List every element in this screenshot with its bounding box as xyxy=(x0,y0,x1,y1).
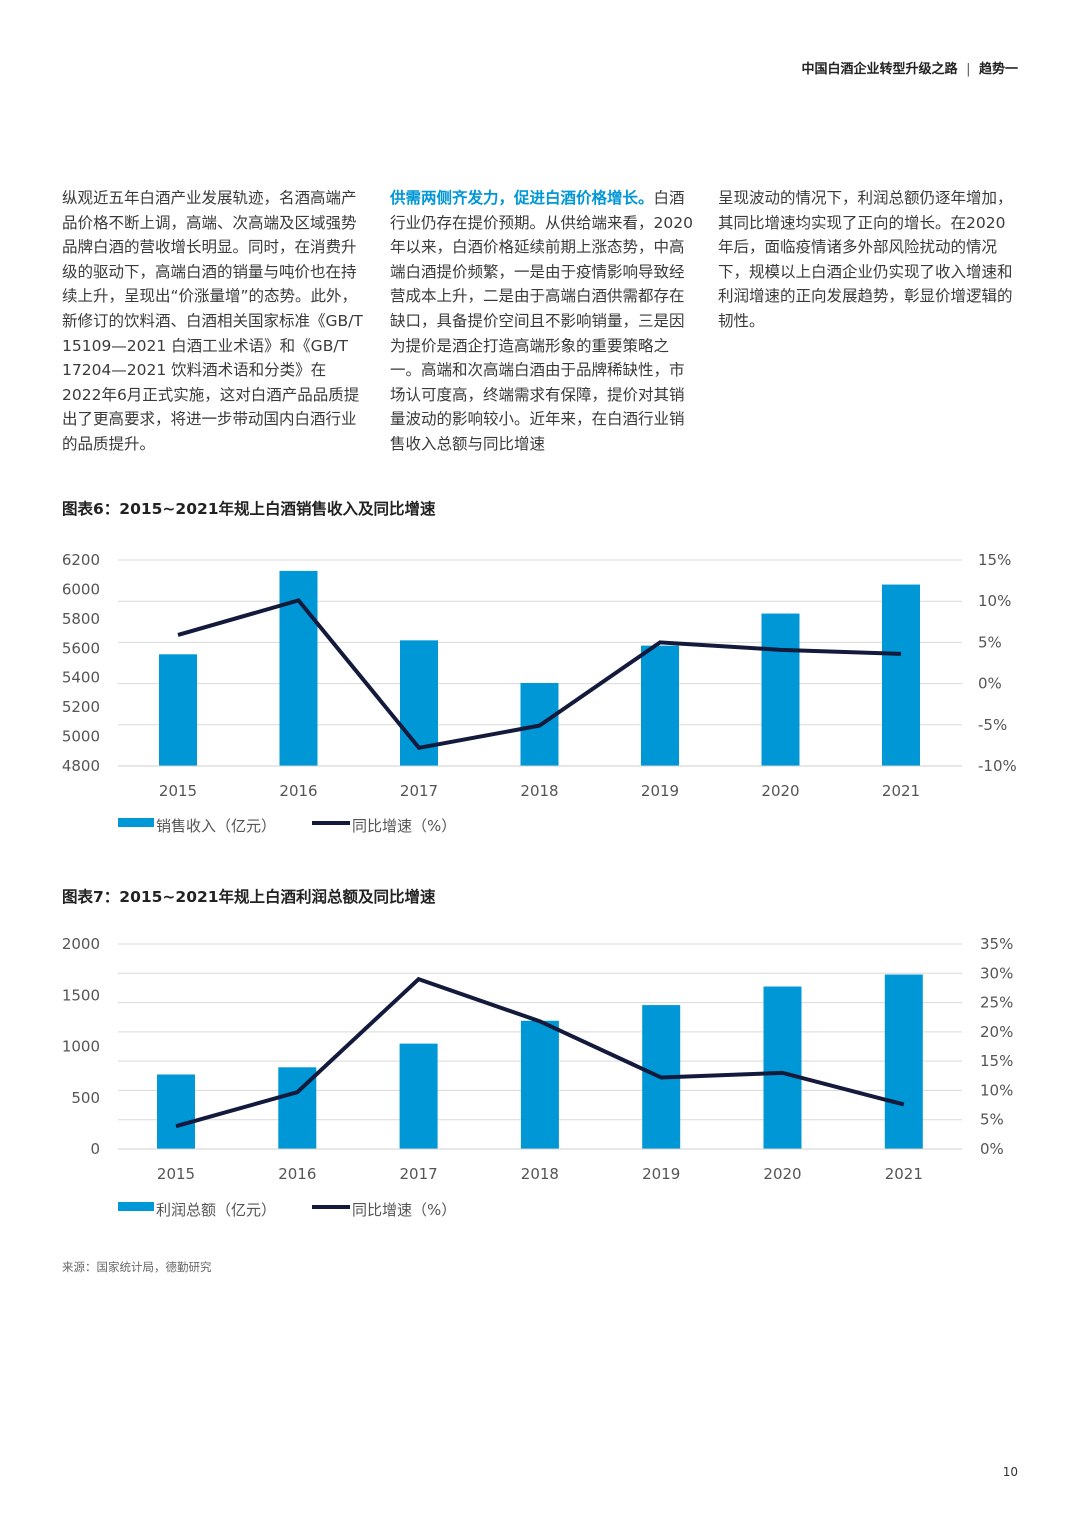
right-axis-tick-label: 30% xyxy=(980,964,1013,982)
source-note: 来源：国家统计局，德勤研究 xyxy=(62,1260,212,1274)
right-axis-tick-label: 20% xyxy=(980,1023,1013,1041)
left-axis-tick-label: 5400 xyxy=(62,669,100,687)
category-label-2021: 2021 xyxy=(882,782,920,800)
right-axis-tick-label: 10% xyxy=(980,1081,1013,1099)
bar-2020 xyxy=(763,986,802,1149)
page-number: 10 xyxy=(1002,1465,1018,1479)
bar-2020 xyxy=(761,613,800,766)
category-label-2019: 2019 xyxy=(641,782,679,800)
right-axis-tick-label: 15% xyxy=(978,551,1011,569)
body-column-3: 呈现波动的情况下，利润总额仍逐年增加，其同比增速均实现了正向的增长。在2020年… xyxy=(718,189,1013,330)
bar-2017 xyxy=(399,1043,438,1149)
right-axis-tick-label: 10% xyxy=(978,592,1011,610)
bar-2019 xyxy=(641,645,679,766)
left-axis-tick-label: 6000 xyxy=(62,580,100,598)
legend-bar-swatch xyxy=(118,1202,154,1211)
left-axis-tick-label: 1000 xyxy=(62,1038,100,1056)
body-column-1: 纵观近五年白酒产业发展轨迹，名酒高端产品价格不断上调，高端、次高端及区域强势品牌… xyxy=(62,189,363,453)
left-axis-tick-label: 5200 xyxy=(62,698,100,716)
right-axis-tick-label: 15% xyxy=(980,1052,1013,1070)
category-label-2018: 2018 xyxy=(520,782,558,800)
left-axis-tick-label: 4800 xyxy=(62,757,100,775)
body-column-2: 供需两侧齐发力，促进白酒价格增长。白酒行业仍存在提价预期。从供给端来看，2020… xyxy=(390,186,694,457)
bar-2021 xyxy=(884,974,923,1149)
right-axis-tick-label: 5% xyxy=(980,1111,1004,1129)
category-label-2015: 2015 xyxy=(159,782,197,800)
column-2-lead: 供需两侧齐发力，促进白酒价格增长。 xyxy=(390,189,654,207)
right-axis-tick-label: -10% xyxy=(978,757,1017,775)
category-label-2021: 2021 xyxy=(885,1165,923,1183)
category-label-2016: 2016 xyxy=(279,782,317,800)
legend-bar-label: 销售收入（亿元） xyxy=(156,817,276,835)
left-axis-tick-label: 5800 xyxy=(62,610,100,628)
bar-2015 xyxy=(157,1074,195,1149)
left-axis-tick-label: 5600 xyxy=(62,639,100,657)
legend-line-label: 同比增速（%） xyxy=(352,1201,456,1219)
chart7-profit: 0 500 1000 1500 2000 0% 5% 10% 15% 20% 25% 30% 35% 20… xyxy=(62,935,1014,1219)
category-label-2020: 2020 xyxy=(763,1165,801,1183)
page-header: 中国白酒企业转型升级之路 | 趋势一 xyxy=(802,58,1018,77)
category-label-2016: 2016 xyxy=(278,1165,316,1183)
legend-bar-label: 利润总额（亿元） xyxy=(156,1201,276,1219)
chart7-title: 图表7：2015~2021年规上白酒利润总额及同比增速 xyxy=(62,888,436,906)
chart6-sales-revenue: 4800 5000 5200 5400 5600 5800 6000 6200 -10% -5% 0… xyxy=(62,551,1017,835)
legend-bar-swatch xyxy=(118,818,154,827)
bar-2015 xyxy=(159,654,197,766)
right-axis-tick-label: -5% xyxy=(978,716,1007,734)
legend: 利润总额（亿元） 同比增速（%） xyxy=(118,1201,456,1219)
right-axis-tick-label: 5% xyxy=(978,633,1002,651)
right-axis-tick-label: 25% xyxy=(980,994,1013,1012)
column-2-text: 白酒行业仍存在提价预期。从供给端来看，2020年以来，白酒价格延续前期上涨态势，… xyxy=(390,189,693,453)
bar-2018 xyxy=(520,1020,559,1149)
category-label-2018: 2018 xyxy=(521,1165,559,1183)
legend: 销售收入（亿元） 同比增速（%） xyxy=(118,817,456,835)
category-label-2017: 2017 xyxy=(400,782,438,800)
left-axis-tick-label: 5000 xyxy=(62,728,100,746)
header-title: 中国白酒企业转型升级之路 xyxy=(801,62,958,77)
category-label-2020: 2020 xyxy=(761,782,799,800)
bar-2021 xyxy=(882,584,920,766)
header-separator: | xyxy=(966,62,971,77)
left-axis-tick-label: 1500 xyxy=(62,986,100,1004)
right-axis-tick-label: 0% xyxy=(980,1140,1004,1158)
right-axis-tick-label: 0% xyxy=(978,675,1002,693)
right-axis-tick-label: 35% xyxy=(980,935,1013,953)
header-section: 趋势一 xyxy=(978,62,1018,77)
chart6-title: 图表6：2015~2021年规上白酒销售收入及同比增速 xyxy=(62,500,436,518)
left-axis-tick-label: 500 xyxy=(71,1089,100,1107)
left-axis-tick-label: 0 xyxy=(90,1140,100,1158)
category-label-2015: 2015 xyxy=(157,1165,195,1183)
legend-line-label: 同比增速（%） xyxy=(352,817,456,835)
left-axis-tick-label: 2000 xyxy=(62,935,100,953)
category-label-2017: 2017 xyxy=(400,1165,438,1183)
left-axis-tick-label: 6200 xyxy=(62,551,100,569)
category-label-2019: 2019 xyxy=(642,1165,680,1183)
